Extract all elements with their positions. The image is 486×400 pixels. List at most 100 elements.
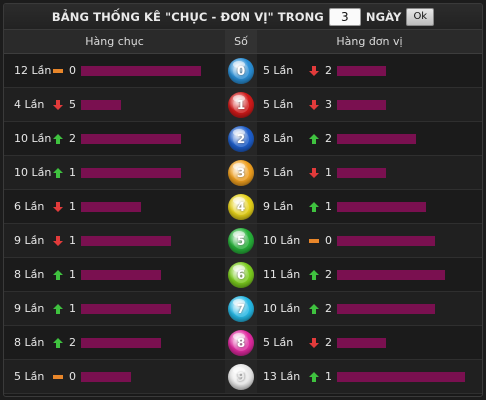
digit-row: 9 Lần 1 7 10 Lần 2 [4, 292, 482, 326]
tens-change: 0 [69, 64, 76, 77]
arrow-up-icon [307, 268, 321, 282]
tens-cell: 10 Lần 2 [4, 122, 225, 155]
digit-label: 7 [233, 300, 249, 317]
units-frequency-bar [336, 269, 445, 280]
tens-change: 5 [69, 98, 76, 111]
units-times: 10 Lần [262, 234, 301, 247]
arrow-up-icon [51, 166, 65, 180]
tens-frequency-bar [81, 99, 121, 110]
column-header: Hàng chục Số Hàng đơn vị [4, 30, 482, 54]
units-frequency-bar [336, 133, 416, 144]
tens-cell: 9 Lần 1 [4, 224, 225, 257]
no-change-icon [51, 64, 65, 78]
units-change: 2 [324, 132, 332, 145]
digit-cell: 3 [225, 156, 257, 189]
tens-cell: 10 Lần 1 [4, 156, 225, 189]
tens-cell: 9 Lần 1 [4, 292, 225, 325]
digit-cell: 9 [225, 360, 257, 393]
digit-ball-icon: 8 [228, 329, 254, 356]
tens-frequency-bar [81, 167, 181, 178]
digit-cell: 1 [225, 88, 257, 121]
digit-cell: 2 [225, 122, 257, 155]
units-times: 8 Lần [262, 132, 294, 145]
digit-row: 8 Lần 1 6 11 Lần 2 [4, 258, 482, 292]
arrow-down-icon [51, 200, 65, 214]
units-frequency-bar [336, 371, 465, 382]
units-change: 2 [324, 64, 332, 77]
digit-ball-icon: 5 [228, 227, 254, 254]
digit-row: 10 Lần 2 2 8 Lần 2 [4, 122, 482, 156]
digit-label: 9 [233, 368, 249, 385]
tens-cell: 8 Lần 1 [4, 258, 225, 291]
digit-label: 0 [233, 62, 249, 79]
tens-change: 1 [69, 302, 76, 315]
digit-cell: 8 [225, 326, 257, 359]
digit-cell: 5 [225, 224, 257, 257]
tens-times: 10 Lần [14, 166, 52, 179]
digit-label: 8 [233, 334, 249, 351]
units-cell: 10 Lần 2 [257, 292, 482, 325]
digit-ball-icon: 3 [228, 159, 254, 186]
units-cell: 9 Lần 1 [257, 190, 482, 223]
no-change-icon [307, 234, 321, 248]
units-cell: 5 Lần 2 [257, 326, 482, 359]
stats-rows: 12 Lần 0 0 5 Lần 2 4 Lần 5 1 5 Lần 3 10 Lần 2 2 8 Lần… [4, 54, 482, 394]
digit-label: 4 [233, 198, 249, 215]
units-change: 1 [324, 370, 332, 383]
units-cell: 13 Lần 1 [257, 360, 482, 393]
tens-change: 1 [69, 268, 76, 281]
units-times: 9 Lần [262, 200, 294, 213]
units-cell: 5 Lần 1 [257, 156, 482, 189]
days-suffix: NGÀY [365, 9, 402, 24]
digit-row: 6 Lần 1 4 9 Lần 1 [4, 190, 482, 224]
units-times: 13 Lần [262, 370, 301, 383]
tens-change: 2 [69, 336, 76, 349]
units-cell: 8 Lần 2 [257, 122, 482, 155]
days-input[interactable] [328, 7, 361, 26]
units-change: 2 [324, 268, 332, 281]
stats-panel: BẢNG THỐNG KÊ "CHỤC - ĐƠN VỊ" TRONG NGÀY… [3, 3, 483, 397]
tens-times: 12 Lần [14, 64, 52, 77]
tens-cell: 8 Lần 2 [4, 326, 225, 359]
digit-row: 12 Lần 0 0 5 Lần 2 [4, 54, 482, 88]
digit-row: 4 Lần 5 1 5 Lần 3 [4, 88, 482, 122]
units-times: 5 Lần [262, 98, 294, 111]
digit-cell: 6 [225, 258, 257, 291]
ok-button[interactable]: Ok [406, 7, 435, 26]
arrow-up-icon [307, 200, 321, 214]
digit-cell: 0 [225, 54, 257, 87]
digit-ball-icon: 2 [228, 125, 254, 152]
digit-row: 5 Lần 0 9 13 Lần 1 [4, 360, 482, 394]
tens-cell: 4 Lần 5 [4, 88, 225, 121]
tens-cell: 6 Lần 1 [4, 190, 225, 223]
digit-ball-icon: 9 [228, 363, 254, 390]
digit-label: 5 [233, 232, 249, 249]
units-cell: 5 Lần 3 [257, 88, 482, 121]
units-frequency-bar [336, 167, 386, 178]
digit-ball-icon: 7 [228, 295, 254, 322]
units-change: 2 [324, 336, 332, 349]
units-times: 5 Lần [262, 166, 294, 179]
units-frequency-bar [336, 337, 386, 348]
arrow-up-icon [307, 132, 321, 146]
arrow-down-icon [307, 98, 321, 112]
tens-cell: 12 Lần 0 [4, 54, 225, 87]
arrow-up-icon [307, 370, 321, 384]
arrow-down-icon [51, 98, 65, 112]
arrow-up-icon [307, 302, 321, 316]
units-frequency-bar [336, 235, 435, 246]
arrow-down-icon [307, 336, 321, 350]
units-column-header: Hàng đơn vị [336, 35, 403, 48]
digit-ball-icon: 1 [228, 91, 254, 118]
digit-ball-icon: 6 [228, 261, 254, 288]
digit-row: 9 Lần 1 5 10 Lần 0 [4, 224, 482, 258]
digit-row: 10 Lần 1 3 5 Lần 1 [4, 156, 482, 190]
tens-times: 4 Lần [14, 98, 45, 111]
digit-label: 1 [233, 96, 249, 113]
units-change: 1 [324, 166, 332, 179]
tens-frequency-bar [81, 337, 161, 348]
units-times: 5 Lần [262, 64, 294, 77]
units-frequency-bar [336, 201, 426, 212]
digit-label: 3 [233, 164, 249, 181]
tens-change: 1 [69, 200, 76, 213]
